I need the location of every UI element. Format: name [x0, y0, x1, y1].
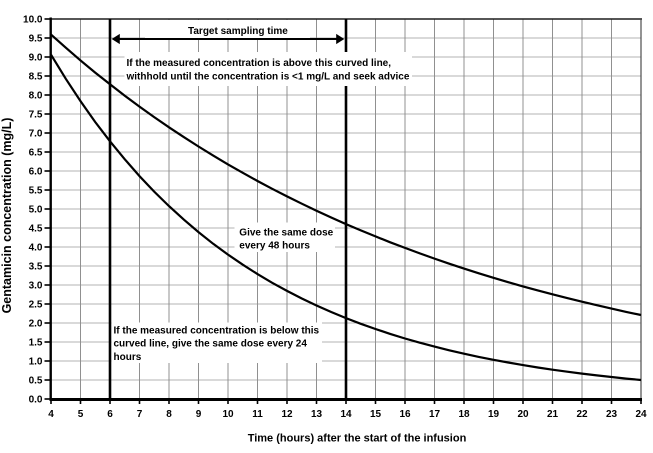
svg-text:8.0: 8.0 — [29, 91, 43, 102]
svg-text:24: 24 — [635, 409, 647, 420]
svg-text:9.0: 9.0 — [29, 53, 43, 64]
svg-text:10.0: 10.0 — [23, 15, 43, 26]
svg-text:1.0: 1.0 — [29, 357, 43, 368]
svg-text:hours: hours — [114, 352, 142, 363]
svg-text:Give the same dose: Give the same dose — [239, 227, 333, 238]
svg-text:10: 10 — [222, 409, 234, 420]
svg-text:0.5: 0.5 — [29, 376, 43, 387]
svg-text:5.0: 5.0 — [29, 205, 43, 216]
svg-text:7.5: 7.5 — [29, 110, 43, 121]
svg-text:12: 12 — [281, 409, 293, 420]
svg-text:If the measured concentration: If the measured concentration is below t… — [114, 325, 320, 336]
svg-text:17: 17 — [429, 409, 441, 420]
svg-text:4.0: 4.0 — [29, 243, 43, 254]
svg-text:6: 6 — [107, 409, 113, 420]
svg-text:8: 8 — [166, 409, 172, 420]
svg-text:6.5: 6.5 — [29, 148, 43, 159]
svg-text:22: 22 — [576, 409, 588, 420]
svg-text:6.0: 6.0 — [29, 167, 43, 178]
svg-text:4: 4 — [48, 409, 54, 420]
svg-text:If the measured concentration: If the measured concentration is above t… — [127, 58, 392, 69]
svg-text:7.0: 7.0 — [29, 129, 43, 140]
svg-text:13: 13 — [311, 409, 323, 420]
svg-text:7: 7 — [137, 409, 143, 420]
svg-text:9.5: 9.5 — [29, 34, 43, 45]
svg-text:withhold until the concentrati: withhold until the concentration is <1 m… — [126, 71, 410, 82]
svg-text:2.5: 2.5 — [29, 300, 43, 311]
svg-text:16: 16 — [399, 409, 411, 420]
svg-text:21: 21 — [547, 409, 559, 420]
svg-text:curved line, give the same dos: curved line, give the same dose every 24 — [114, 339, 308, 350]
svg-text:19: 19 — [488, 409, 500, 420]
svg-text:3.5: 3.5 — [29, 262, 43, 273]
svg-text:11: 11 — [252, 409, 263, 420]
svg-text:18: 18 — [458, 409, 470, 420]
svg-text:20: 20 — [517, 409, 529, 420]
svg-text:Gentamicin concentration (mg/L: Gentamicin concentration (mg/L) — [0, 118, 14, 314]
svg-text:2.0: 2.0 — [29, 319, 43, 330]
svg-text:0.0: 0.0 — [29, 395, 43, 406]
svg-text:8.5: 8.5 — [29, 72, 43, 83]
svg-text:every 48 hours: every 48 hours — [239, 241, 310, 252]
svg-text:Target sampling time: Target sampling time — [188, 26, 288, 37]
svg-text:14: 14 — [340, 409, 352, 420]
svg-text:1.5: 1.5 — [29, 338, 43, 349]
svg-text:4.5: 4.5 — [29, 224, 43, 235]
svg-text:Time (hours) after the start o: Time (hours) after the start of the infu… — [248, 433, 467, 445]
svg-text:9: 9 — [196, 409, 202, 420]
svg-text:3.0: 3.0 — [29, 281, 43, 292]
svg-text:5: 5 — [78, 409, 84, 420]
svg-text:15: 15 — [370, 409, 382, 420]
svg-text:5.5: 5.5 — [29, 186, 43, 197]
svg-text:23: 23 — [606, 409, 618, 420]
